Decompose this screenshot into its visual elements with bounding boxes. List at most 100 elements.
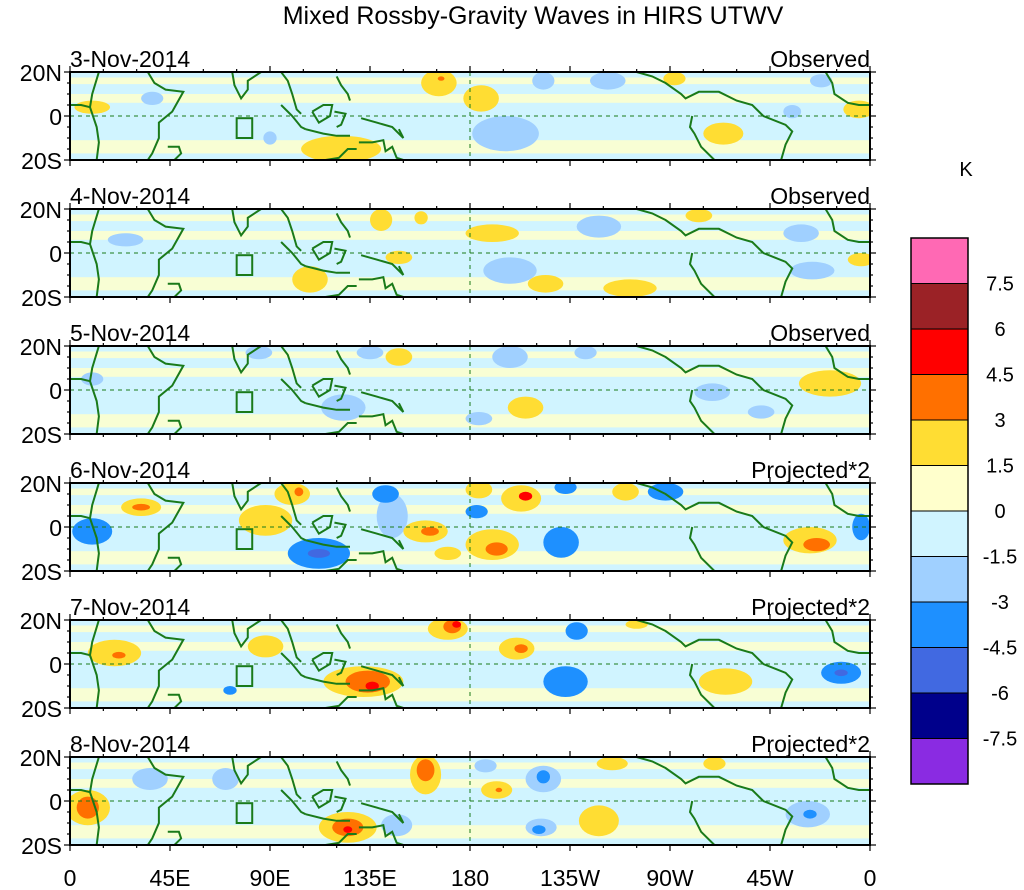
region-box (235, 665, 254, 688)
map-panel: 20N 0 20S 8-Nov-2014 Projected*2 (20, 731, 876, 859)
panel-type-label: Observed (770, 183, 870, 209)
coastline (358, 276, 404, 297)
coastline (146, 620, 185, 708)
coastline (325, 559, 357, 571)
coastline (280, 241, 306, 268)
colorbar-level-label: 3 (994, 410, 1005, 432)
panel-type-label: Observed (770, 46, 870, 72)
coastline (360, 528, 405, 550)
colorbar-level-label: -3 (991, 592, 1009, 614)
coastline (311, 378, 334, 398)
coastline (167, 419, 183, 434)
contour-blob (465, 412, 493, 426)
y-tick-label: 20N (20, 471, 62, 497)
contour-blob (223, 686, 237, 695)
contour-blob (574, 346, 597, 360)
region-box (235, 802, 254, 825)
contour-blob (554, 483, 577, 494)
coastline (334, 384, 347, 402)
panel-date: 8-Nov-2014 (70, 731, 190, 757)
contour-blob (416, 759, 435, 782)
x-tick-label: 90E (250, 865, 291, 890)
contour-blob (112, 651, 126, 659)
y-tick-label: 20N (20, 334, 62, 360)
contour-blob (345, 670, 390, 693)
coastline (305, 676, 350, 685)
y-tick-label: 20N (20, 60, 62, 86)
coastline (334, 247, 347, 265)
contour-blob (307, 549, 330, 558)
colorbar-swatch (910, 419, 969, 466)
contour-blob (465, 483, 493, 499)
colorbar-swatch (910, 692, 969, 739)
contour-blob (527, 275, 564, 293)
coastline (824, 209, 870, 243)
x-tick-label: 45E (150, 865, 191, 890)
coastline (636, 209, 794, 297)
region-box (235, 117, 254, 139)
contour-blob (132, 768, 168, 790)
colorbar-swatch (910, 465, 969, 512)
coastline (360, 117, 405, 139)
coastline (325, 833, 357, 845)
y-tick-label: 0 (49, 515, 62, 541)
colorbar-swatch (910, 237, 969, 284)
coastline (305, 813, 350, 822)
panel-date: 4-Nov-2014 (70, 183, 190, 209)
y-tick-label: 20N (20, 745, 62, 771)
y-tick-label: 20S (21, 285, 62, 311)
y-tick-label: 0 (49, 378, 62, 404)
colorbar-level-label: -7.5 (983, 729, 1017, 751)
contour-blob (834, 669, 848, 677)
contour-blob (212, 768, 239, 790)
contour-blob (452, 621, 462, 628)
coastline (334, 795, 347, 813)
contour-blob (783, 224, 819, 242)
contour-blob (798, 370, 862, 397)
coastline (335, 75, 351, 101)
coastline (824, 620, 870, 654)
coastline (311, 652, 334, 672)
coastline (305, 402, 350, 411)
x-tick-label: 0 (864, 865, 877, 890)
coastline (688, 389, 716, 434)
coastline (360, 665, 405, 687)
coastline (146, 346, 185, 434)
y-tick-label: 0 (49, 789, 62, 815)
contour-blob (536, 770, 550, 784)
contour-blob (612, 483, 639, 501)
coastline (70, 378, 91, 383)
map-panel: 20N 0 20S 7-Nov-2014 Projected*2 (20, 594, 876, 722)
contour-blob (578, 805, 619, 837)
coastline (231, 483, 262, 512)
contour-blob (590, 72, 626, 90)
contour-blob (238, 505, 293, 536)
contour-blob (485, 542, 508, 556)
panel-type-label: Projected*2 (751, 457, 870, 483)
colorbar-swatch (910, 647, 969, 694)
contour-blob (532, 825, 546, 834)
coastline (88, 757, 100, 845)
coastline (167, 693, 183, 708)
coastline (305, 539, 350, 548)
contour-blob (372, 485, 399, 503)
x-tick-labels: 0 45E 90E 135E 180 135W 90W 45W 0 (64, 865, 877, 890)
colorbar-level-label: -4.5 (983, 638, 1017, 660)
coastline (231, 346, 262, 375)
x-tick-label: 0 (64, 865, 77, 890)
contour-blob (543, 666, 588, 697)
coastline (325, 285, 357, 297)
contour-blob (434, 546, 462, 561)
coastline (311, 104, 334, 124)
contour-blob (663, 72, 686, 86)
contour-blob (274, 483, 310, 505)
map-panel: 20N 0 20S 4-Nov-2014 Observed (20, 183, 876, 311)
contour-blob (603, 279, 657, 297)
contour-blob (685, 209, 713, 223)
x-tick-label: 135W (540, 865, 600, 890)
panels-group: 20N 0 20S 3-Nov-2014 Observed 20N 0 20S 4-Nov-20… (20, 46, 876, 859)
coastline (146, 483, 185, 571)
contour-blob (518, 491, 533, 501)
contour-blob (263, 131, 277, 145)
